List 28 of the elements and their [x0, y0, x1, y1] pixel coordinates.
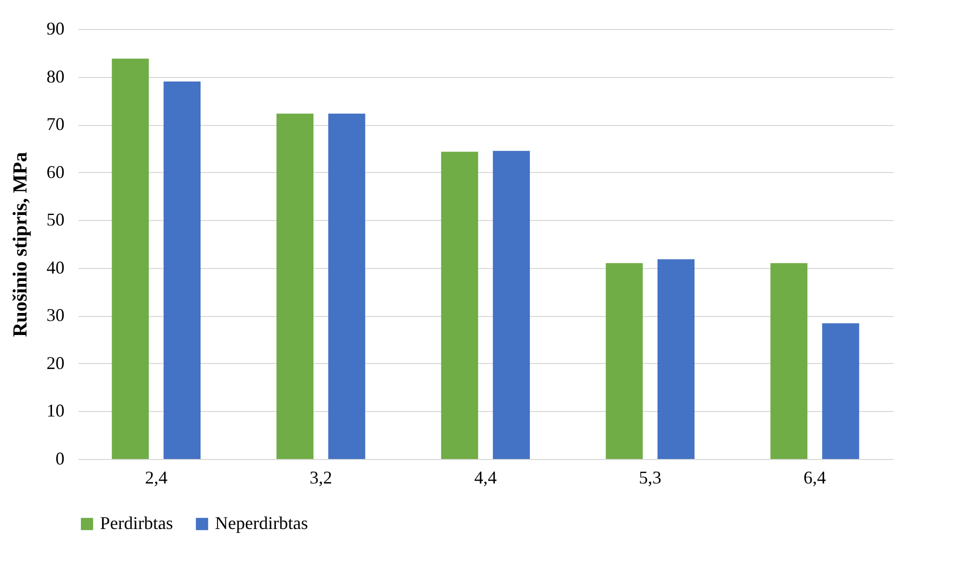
y-axis-title: Ruošinio stipris, MPa — [10, 152, 32, 338]
y-tick-label: 50 — [46, 210, 64, 230]
bar — [658, 259, 695, 459]
y-tick-label: 20 — [46, 352, 64, 373]
bar — [770, 263, 808, 459]
x-tick-label: 4,4 — [474, 468, 497, 488]
bar — [606, 263, 643, 459]
bar — [276, 114, 314, 459]
y-tick-label: 70 — [46, 114, 64, 134]
y-tick-label: 30 — [46, 305, 64, 326]
legend-label: Perdirbtas — [100, 513, 173, 533]
x-tick-label: 6,4 — [804, 468, 826, 488]
y-tick-label: 90 — [46, 18, 64, 38]
x-tick-label: 2,4 — [144, 468, 168, 488]
bar — [492, 150, 530, 459]
x-tick-label: 5,3 — [638, 468, 662, 488]
y-tick-label: 40 — [46, 257, 64, 278]
bar — [441, 152, 478, 459]
y-tick-label: 60 — [46, 162, 64, 182]
y-tick-label: 10 — [46, 400, 64, 421]
legend-label: Neperdirbtas — [215, 513, 308, 533]
x-tick-label: 3,2 — [310, 468, 332, 488]
y-tick-label: 80 — [46, 66, 64, 86]
bar — [112, 58, 149, 459]
y-tick-label: 0 — [56, 448, 64, 468]
bar — [164, 82, 201, 459]
bar — [328, 114, 366, 459]
bar — [822, 323, 860, 459]
